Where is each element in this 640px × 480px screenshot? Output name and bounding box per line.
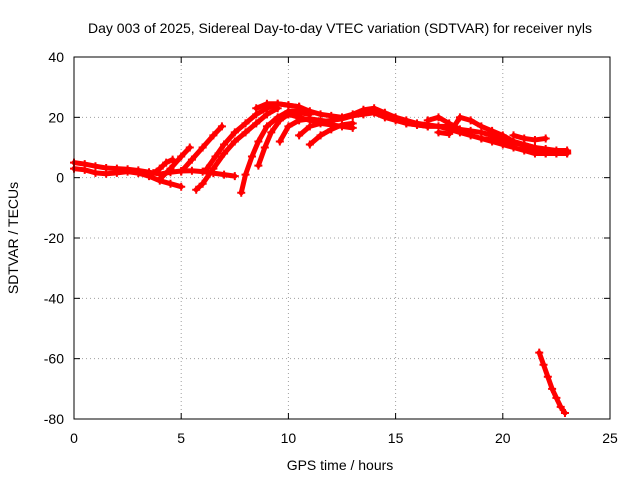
data-trace — [249, 138, 261, 160]
y-tick-label: -40 — [44, 290, 64, 306]
chart-title: Day 003 of 2025, Sidereal Day-to-day VTE… — [88, 20, 592, 36]
y-tick-label: 0 — [56, 170, 64, 186]
x-tick-label: 0 — [70, 430, 78, 446]
data-trace — [221, 138, 238, 157]
data-point — [563, 149, 572, 158]
data-trace — [200, 166, 216, 187]
y-tick-label: -60 — [44, 351, 64, 367]
data-trace — [200, 132, 216, 150]
data-point — [230, 172, 239, 181]
series-dip — [535, 348, 569, 417]
data-trace — [210, 123, 225, 138]
x-tick-label: 10 — [281, 430, 297, 446]
x-tick-label: 15 — [388, 430, 404, 446]
data-point — [177, 182, 186, 191]
x-tick-labels: 0 5 10 15 20 25 — [70, 430, 618, 446]
series-arc-early-b — [70, 164, 186, 191]
y-tick-labels: -80 -60 -40 -20 0 20 40 — [44, 49, 64, 427]
x-axis-label: GPS time / hours — [287, 457, 394, 473]
y-tick-label: 40 — [48, 49, 64, 65]
data-trace — [262, 129, 274, 150]
series-rise-10 — [305, 119, 357, 149]
data-trace — [255, 123, 270, 144]
series-rise-3 — [177, 122, 226, 176]
y-tick-label: 20 — [48, 109, 64, 125]
data-point — [185, 143, 194, 152]
series-late-4 — [477, 134, 572, 158]
data-trace — [264, 105, 281, 117]
x-tick-label: 5 — [177, 430, 185, 446]
data-trace — [255, 145, 268, 169]
data-trace — [178, 145, 193, 160]
data-trace — [446, 114, 463, 137]
data-trace — [210, 151, 227, 172]
data-trace — [157, 166, 173, 182]
y-axis-label: SDTVAR / TECUs — [5, 182, 21, 294]
data-trace — [277, 123, 291, 144]
data-trace — [221, 129, 238, 147]
data-point — [541, 134, 550, 143]
axis-ticks — [73, 56, 611, 420]
data-trace — [167, 154, 184, 172]
x-tick-label: 20 — [495, 430, 511, 446]
series-rise-2 — [155, 143, 194, 184]
data-point — [348, 119, 357, 128]
data-point — [560, 408, 569, 417]
y-tick-label: -20 — [44, 230, 64, 246]
x-tick-label: 25 — [602, 430, 618, 446]
series-rise-4 — [192, 104, 282, 194]
data-markers — [70, 99, 572, 417]
data-trace — [189, 145, 206, 163]
data-point — [217, 122, 226, 131]
data-trace — [178, 157, 195, 175]
series-rise-1 — [149, 155, 177, 178]
series-late-5 — [509, 131, 550, 144]
series-plateau-b — [284, 108, 432, 131]
y-tick-label: -80 — [44, 411, 64, 427]
data-trace — [243, 154, 255, 178]
